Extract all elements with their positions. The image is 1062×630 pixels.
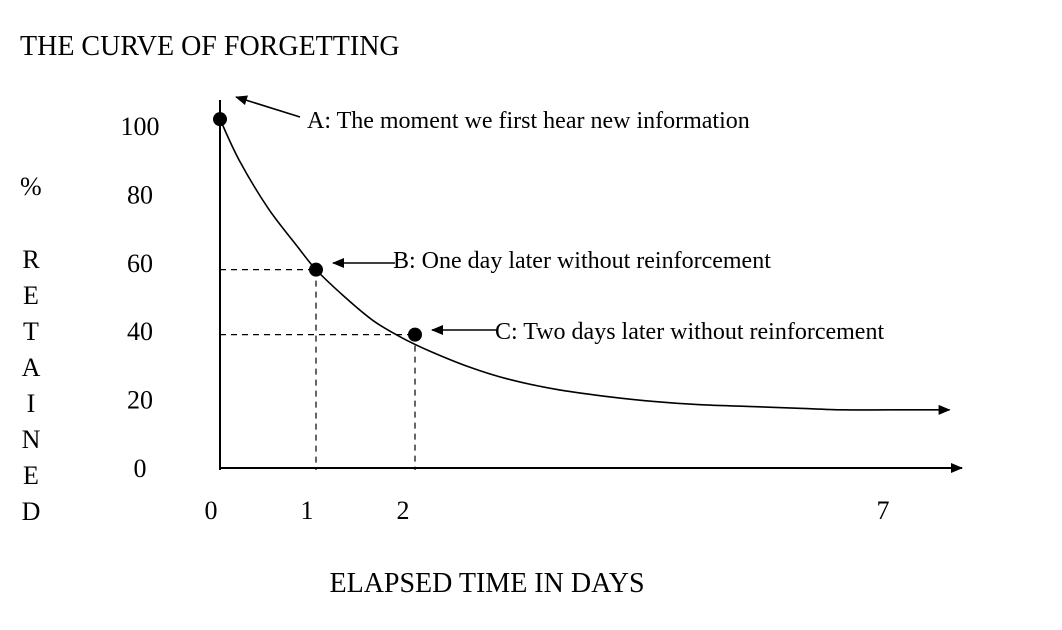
data-point <box>408 327 422 342</box>
series-line <box>219 118 951 415</box>
x-axis-ticks: 0 1 2 7 <box>205 496 890 525</box>
y-tick-label: 100 <box>121 112 160 141</box>
annotations: A: The moment we first hear new informat… <box>235 95 884 345</box>
x-tick-label: 7 <box>877 496 890 525</box>
reference-guides <box>220 269 416 470</box>
y-axis-label-percent: % <box>20 172 42 201</box>
y-tick-label: 0 <box>134 454 147 483</box>
annotation-label: C: Two days later without reinforcement <box>495 319 884 345</box>
x-tick-label: 0 <box>205 496 218 525</box>
chart-title: THE CURVE OF FORGETTING <box>20 31 400 62</box>
x-tick-label: 1 <box>301 496 314 525</box>
y-axis-label-letter: E <box>23 281 39 310</box>
data-point <box>309 262 323 277</box>
y-axis-ticks: 100 80 60 40 20 0 <box>121 112 160 483</box>
y-axis-label-letter: A <box>22 353 41 382</box>
y-tick-label: 20 <box>127 386 153 415</box>
y-axis-label-letter: I <box>27 389 36 418</box>
y-axis-label-letter: N <box>22 425 41 454</box>
annotation-label: B: One day later without reinforcement <box>393 248 771 274</box>
data-point <box>213 112 227 127</box>
annotation-arrow <box>235 95 301 118</box>
y-axis-label-letter: R <box>22 245 40 274</box>
annotation-label: A: The moment we first hear new informat… <box>307 108 750 134</box>
y-tick-label: 60 <box>127 249 153 278</box>
y-axis-label-letter: T <box>23 317 39 346</box>
x-tick-label: 2 <box>397 496 410 525</box>
x-axis-label: ELAPSED TIME IN DAYS <box>329 568 644 599</box>
data-points <box>213 112 422 342</box>
y-tick-label: 40 <box>127 317 153 346</box>
y-axis-label-letter: D <box>22 497 41 526</box>
y-axis-label-letter: E <box>23 461 39 490</box>
y-tick-label: 80 <box>127 180 153 209</box>
